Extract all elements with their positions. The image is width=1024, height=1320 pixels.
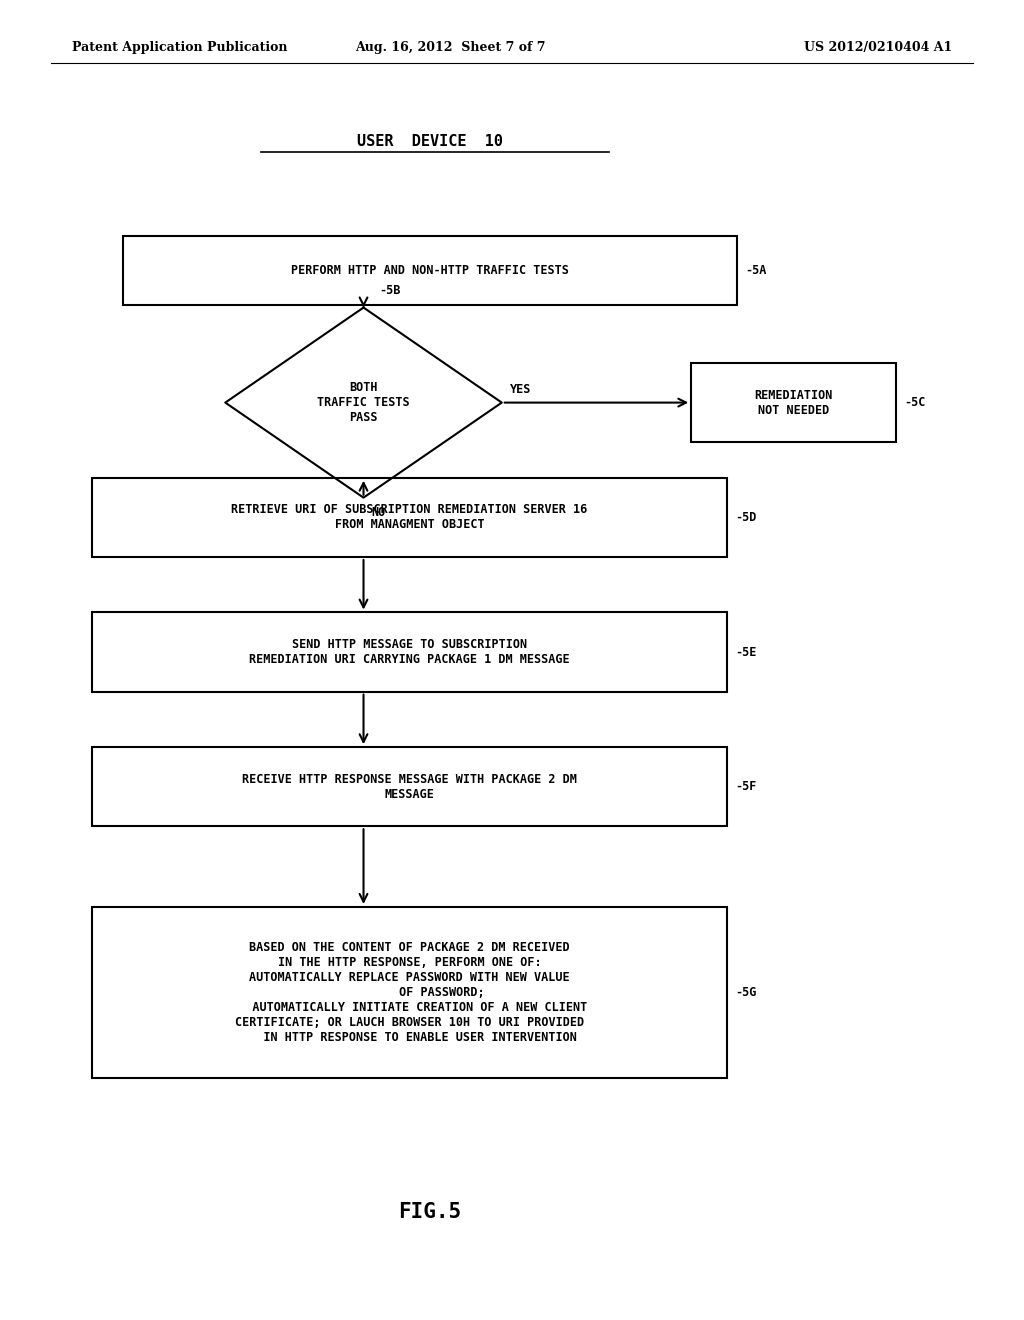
Text: RETRIEVE URI OF SUBSCRIPTION REMEDIATION SERVER 16
FROM MANAGMENT OBJECT: RETRIEVE URI OF SUBSCRIPTION REMEDIATION… bbox=[231, 503, 588, 532]
Text: -5E: -5E bbox=[735, 645, 757, 659]
FancyBboxPatch shape bbox=[123, 236, 737, 305]
Text: FIG.5: FIG.5 bbox=[398, 1201, 462, 1222]
FancyBboxPatch shape bbox=[92, 747, 727, 826]
Text: SEND HTTP MESSAGE TO SUBSCRIPTION
REMEDIATION URI CARRYING PACKAGE 1 DM MESSAGE: SEND HTTP MESSAGE TO SUBSCRIPTION REMEDI… bbox=[249, 638, 570, 667]
Polygon shape bbox=[225, 308, 502, 498]
Text: REMEDIATION
NOT NEEDED: REMEDIATION NOT NEEDED bbox=[755, 388, 833, 417]
FancyBboxPatch shape bbox=[92, 907, 727, 1078]
Text: PERFORM HTTP AND NON-HTTP TRAFFIC TESTS: PERFORM HTTP AND NON-HTTP TRAFFIC TESTS bbox=[291, 264, 569, 277]
FancyBboxPatch shape bbox=[691, 363, 896, 442]
Text: -5A: -5A bbox=[745, 264, 767, 277]
Text: BASED ON THE CONTENT OF PACKAGE 2 DM RECEIVED
IN THE HTTP RESPONSE, PERFORM ONE : BASED ON THE CONTENT OF PACKAGE 2 DM REC… bbox=[231, 941, 588, 1044]
Text: -5B: -5B bbox=[379, 284, 400, 297]
Text: Patent Application Publication: Patent Application Publication bbox=[72, 41, 287, 54]
Text: Aug. 16, 2012  Sheet 7 of 7: Aug. 16, 2012 Sheet 7 of 7 bbox=[355, 41, 546, 54]
Text: YES: YES bbox=[510, 383, 531, 396]
Text: US 2012/0210404 A1: US 2012/0210404 A1 bbox=[804, 41, 952, 54]
Text: -5G: -5G bbox=[735, 986, 757, 999]
FancyBboxPatch shape bbox=[92, 478, 727, 557]
Text: RECEIVE HTTP RESPONSE MESSAGE WITH PACKAGE 2 DM
MESSAGE: RECEIVE HTTP RESPONSE MESSAGE WITH PACKA… bbox=[242, 772, 578, 801]
Text: -5F: -5F bbox=[735, 780, 757, 793]
Text: NO: NO bbox=[372, 506, 386, 519]
Text: -5C: -5C bbox=[904, 396, 926, 409]
Text: BOTH
TRAFFIC TESTS
PASS: BOTH TRAFFIC TESTS PASS bbox=[317, 381, 410, 424]
Text: -5D: -5D bbox=[735, 511, 757, 524]
FancyBboxPatch shape bbox=[92, 612, 727, 692]
Text: USER  DEVICE  10: USER DEVICE 10 bbox=[357, 133, 503, 149]
